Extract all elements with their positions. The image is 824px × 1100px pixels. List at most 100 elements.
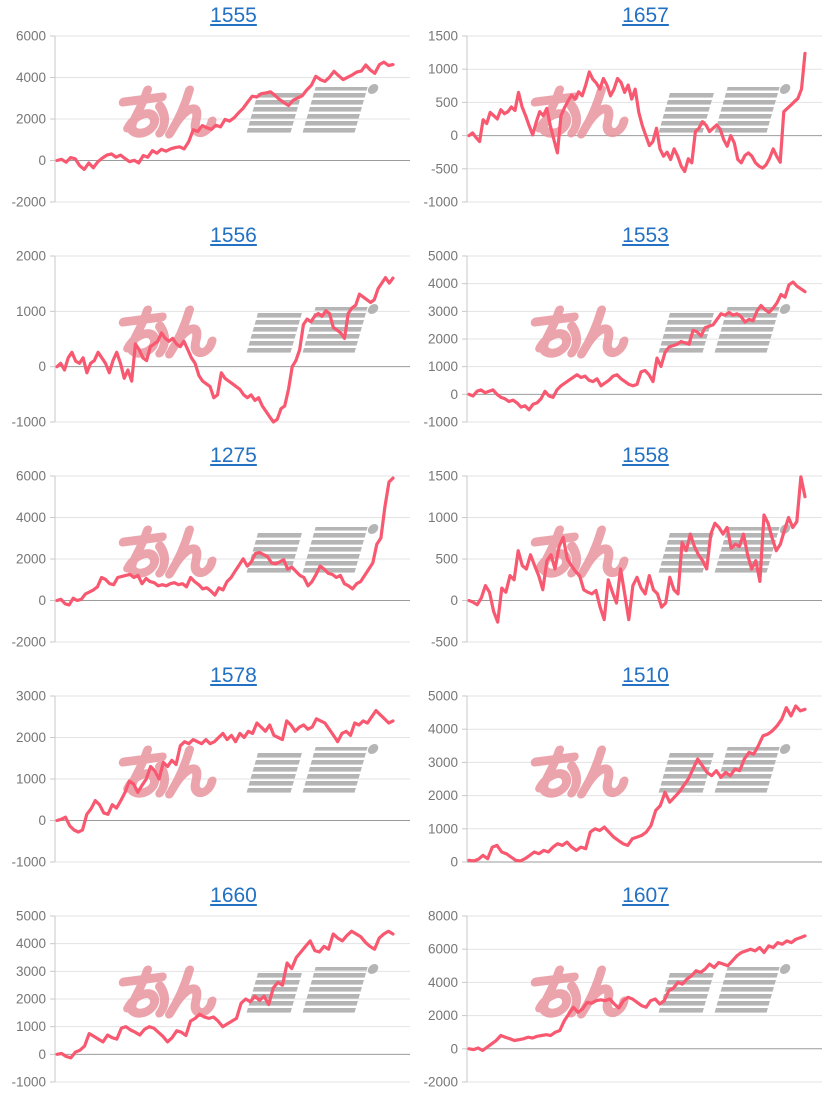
y-tick-label: 500	[435, 95, 458, 110]
y-tick-label: 5000	[428, 250, 458, 264]
watermark-min-glyphs	[118, 745, 217, 799]
y-tick-label: 1000	[428, 821, 458, 836]
y-tick-label: 1000	[16, 1019, 46, 1034]
y-tick-label: 2000	[428, 788, 458, 803]
chart-title-link-1510[interactable]: 1510	[622, 664, 669, 687]
watermark-min-glyphs	[530, 305, 629, 359]
y-tick-label: -2000	[11, 635, 46, 650]
chart-title: 1556	[0, 220, 412, 250]
watermark-repo-glyphs	[658, 744, 791, 795]
chart-cell-1555: 1555 6000 4000 2000 0 -2000	[0, 0, 412, 220]
chart-cell-1510: 1510 5000 4000 3000 2000 1000 0	[412, 660, 824, 880]
series-line-1510	[467, 704, 807, 863]
watermark-min-glyphs	[118, 965, 217, 1019]
watermark-logo	[118, 304, 379, 359]
chart-title-link-1657[interactable]: 1657	[622, 4, 669, 27]
watermark-logo	[530, 744, 791, 799]
chart-title-link-1275[interactable]: 1275	[210, 444, 257, 467]
watermark-repo-glyphs	[658, 304, 791, 355]
chart-title-link-1660[interactable]: 1660	[210, 884, 257, 907]
watermark-repo-glyphs	[246, 304, 379, 355]
chart-title-link-1578[interactable]: 1578	[210, 664, 257, 687]
y-tick-label: 1000	[428, 510, 458, 525]
y-tick-label: -1000	[11, 855, 46, 870]
chart-cell-1558: 1558 1500 1000 500 0 -500	[412, 440, 824, 660]
y-tick-label: 3000	[16, 690, 46, 704]
watermark-repo-glyphs	[658, 964, 791, 1015]
line-chart-1275: 6000 4000 2000 0 -2000	[11, 470, 410, 650]
series-line-1553	[467, 280, 807, 412]
chart-title-link-1558[interactable]: 1558	[622, 444, 669, 467]
y-tick-label: -1000	[423, 415, 458, 430]
chart-title: 1607	[412, 880, 824, 910]
line-chart-1660: 5000 4000 3000 2000 1000 0 -1000	[11, 910, 410, 1090]
y-tick-label: 2000	[16, 112, 46, 127]
chart-title: 1555	[0, 0, 412, 30]
watermark-logo	[118, 524, 379, 579]
series-line-1556	[55, 276, 395, 424]
y-tick-label: 1000	[16, 304, 46, 319]
y-tick-label: -1000	[11, 1075, 46, 1090]
chart-title-link-1607[interactable]: 1607	[622, 884, 669, 907]
watermark-repo-glyphs	[658, 84, 791, 135]
y-tick-label: 6000	[428, 942, 458, 957]
line-chart-1553: 5000 4000 3000 2000 1000 0 -1000	[423, 250, 822, 430]
chart-title: 1510	[412, 660, 824, 690]
y-tick-label: 0	[38, 1047, 46, 1062]
series-line-1657	[467, 51, 807, 174]
chart-title-link-1556[interactable]: 1556	[210, 224, 257, 247]
y-tick-label: -2000	[11, 195, 46, 210]
watermark-min-glyphs	[530, 745, 629, 799]
y-tick-label: 3000	[428, 755, 458, 770]
watermark-min-glyphs	[118, 525, 217, 579]
line-chart-1578: 3000 2000 1000 0 -1000	[11, 690, 410, 870]
y-tick-label: 4000	[428, 722, 458, 737]
y-tick-label: 2000	[428, 332, 458, 347]
y-tick-label: 0	[38, 153, 46, 168]
y-tick-label: 1000	[16, 772, 46, 787]
series-line-1607	[467, 934, 807, 1053]
y-tick-label: 1000	[428, 359, 458, 374]
chart-title-link-1553[interactable]: 1553	[622, 224, 669, 247]
y-tick-label: -500	[431, 161, 458, 176]
series-line-1275	[55, 476, 395, 607]
chart-title-link-1555[interactable]: 1555	[210, 4, 257, 27]
y-tick-label: 4000	[16, 510, 46, 525]
chart-cell-1553: 1553 5000 4000 3000 2000 1000 0 -1000	[412, 220, 824, 440]
chart-title: 1275	[0, 440, 412, 470]
chart-cell-1607: 1607 8000 6000 4000 2000 0 -2000	[412, 880, 824, 1100]
y-tick-label: -1000	[423, 195, 458, 210]
watermark-logo	[118, 744, 379, 799]
chart-cell-1275: 1275 6000 4000 2000 0 -2000	[0, 440, 412, 660]
y-tick-label: 4000	[16, 70, 46, 85]
y-tick-label: 5000	[428, 690, 458, 704]
watermark-logo	[118, 84, 379, 139]
watermark-min-glyphs	[118, 85, 217, 139]
series-line-1578	[55, 708, 395, 834]
watermark-repo-glyphs	[246, 524, 379, 575]
y-tick-label: 0	[450, 128, 458, 143]
y-tick-label: 3000	[16, 964, 46, 979]
y-tick-label: 0	[450, 593, 458, 608]
y-tick-label: -2000	[423, 1075, 458, 1090]
y-tick-label: 5000	[16, 910, 46, 924]
y-tick-label: 2000	[16, 250, 46, 264]
y-tick-label: 3000	[428, 304, 458, 319]
y-tick-label: 4000	[16, 936, 46, 951]
watermark-logo	[530, 84, 791, 139]
line-chart-1556: 2000 1000 0 -1000	[11, 250, 410, 430]
y-tick-label: 0	[450, 855, 458, 870]
line-chart-1555: 6000 4000 2000 0 -2000	[11, 30, 410, 210]
y-tick-label: 2000	[16, 992, 46, 1007]
watermark-logo	[530, 964, 791, 1019]
watermark-logo	[530, 304, 791, 359]
y-tick-label: 1000	[428, 62, 458, 77]
y-tick-label: 0	[38, 359, 46, 374]
line-chart-1510: 5000 4000 3000 2000 1000 0	[428, 690, 822, 870]
chart-cell-1578: 1578 3000 2000 1000 0 -1000	[0, 660, 412, 880]
y-tick-label: 4000	[428, 975, 458, 990]
chart-cell-1556: 1556 2000 1000 0 -1000	[0, 220, 412, 440]
watermark-repo-glyphs	[246, 84, 379, 135]
watermark-repo-glyphs	[246, 744, 379, 795]
